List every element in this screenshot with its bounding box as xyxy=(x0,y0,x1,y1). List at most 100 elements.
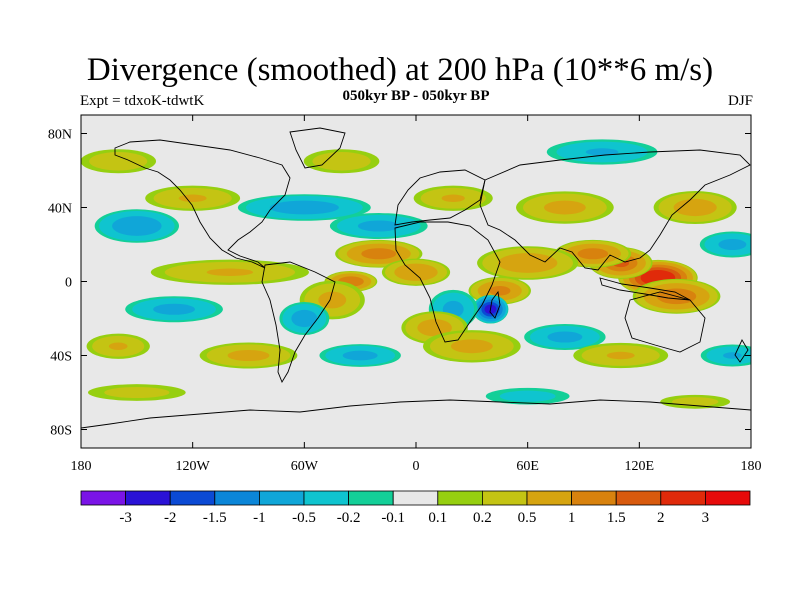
coastline-north-america xyxy=(114,139,291,269)
field-blob-9 xyxy=(422,330,521,363)
coastline-australia xyxy=(624,291,706,353)
contour-level-0.5 xyxy=(318,291,347,309)
colorbar-swatch xyxy=(660,490,706,506)
lon-tick-label: 120E xyxy=(625,459,655,474)
colorbar-label: -0.2 xyxy=(337,510,361,526)
coastline-antarctica xyxy=(81,399,751,429)
colorbar-swatch xyxy=(481,490,528,506)
colorbar-swatch xyxy=(214,490,260,506)
coastline-africa xyxy=(394,221,501,343)
contour-level-0.2 xyxy=(499,390,556,402)
field-blob-29 xyxy=(199,342,298,369)
coastline-asia xyxy=(479,149,751,271)
colorbar-swatch xyxy=(437,490,483,506)
colorbar-label: 0.5 xyxy=(518,510,537,526)
coastlines xyxy=(81,127,751,429)
lat-tick-label: 80S xyxy=(50,424,72,439)
field-blob-24 xyxy=(699,231,751,258)
field-blob-20 xyxy=(329,213,428,239)
experiment-label: Expt = tdxoK-tdwtK xyxy=(80,93,205,109)
lat-tick-label: 80N xyxy=(48,128,72,143)
divergence-field xyxy=(81,139,751,409)
lon-tick-label: 60E xyxy=(516,459,539,474)
colorbar: -3 -2 -1.5 -1 -0.5 -0.2 -0.1 0.1 0.2 0.5 1 1.5 2 3 xyxy=(80,490,751,526)
lon-tick-label: 0 xyxy=(413,459,420,474)
coastline-madagascar xyxy=(489,290,501,319)
contour-level-0.5 xyxy=(269,200,339,215)
field-blob-32 xyxy=(573,342,669,369)
coastline-south-america xyxy=(261,261,336,384)
contour-level-0.5 xyxy=(342,350,378,361)
lat-tick-label: 40S xyxy=(50,350,72,365)
colorbar-label: -3 xyxy=(119,510,132,526)
colorbar-label: 2 xyxy=(657,510,665,526)
contour-level-0.5 xyxy=(417,319,452,337)
field-blob-26 xyxy=(303,149,380,174)
map-axes: 180 120W 60W 0 60E 120E 180 80N 40N 0 40S 80S xyxy=(48,115,762,474)
colorbar-swatch xyxy=(80,490,126,506)
field-blob-14 xyxy=(279,301,330,336)
colorbar-swatch xyxy=(169,490,216,506)
field-blob-11 xyxy=(381,258,451,286)
contour-level-0.2 xyxy=(104,386,170,399)
field-blob-25 xyxy=(81,149,157,174)
contour-level-0.5 xyxy=(206,268,254,276)
colorbar-label: 3 xyxy=(702,510,710,526)
colorbar-swatch xyxy=(571,490,617,506)
coastline-greenland xyxy=(289,127,346,169)
colorbar-swatch xyxy=(348,490,394,506)
contour-level-0.2 xyxy=(312,152,371,171)
contour-level-0.5 xyxy=(441,194,465,202)
contour-level-0.5 xyxy=(498,253,558,273)
coastline-new-zealand xyxy=(734,339,749,363)
colorbar-label: -0.1 xyxy=(381,510,405,526)
lon-tick-label: 60W xyxy=(291,459,319,474)
colorbar-swatch xyxy=(258,490,305,506)
contour-level-0.5 xyxy=(394,263,438,281)
field-blob-19 xyxy=(237,194,371,221)
colorbar-label: -1.5 xyxy=(203,510,227,526)
contour-level-0.5 xyxy=(291,309,318,328)
contour-level-0.5 xyxy=(723,352,742,359)
field-blob-35 xyxy=(485,387,570,405)
contour-level-0.5 xyxy=(450,339,493,354)
plot-title: Divergence (smoothed) at 200 hPa (10**6 … xyxy=(86,52,714,88)
field-blob-15 xyxy=(150,259,309,285)
contour-level-0.2 xyxy=(89,152,148,171)
season-label: DJF xyxy=(727,93,753,109)
contour-level-0.5 xyxy=(543,200,586,215)
contour-level-0.5 xyxy=(227,349,270,362)
contour-level-0.5 xyxy=(112,216,162,236)
contour-level-0.5 xyxy=(357,220,400,232)
contour-level-1 xyxy=(361,248,397,260)
field-blob-28 xyxy=(86,333,150,359)
field-blob-33 xyxy=(700,344,751,367)
field-blob-16 xyxy=(125,296,223,323)
lat-tick-label: 0 xyxy=(65,276,72,291)
field-blob-36 xyxy=(660,394,731,409)
colorbar-label: -1 xyxy=(253,510,266,526)
colorbar-swatch xyxy=(615,490,662,506)
colorbar-swatch xyxy=(526,490,572,506)
colorbar-swatch xyxy=(303,490,349,506)
colorbar-label: 0.1 xyxy=(428,510,447,526)
contour-level-0.5 xyxy=(108,342,128,350)
contour-level-0.2 xyxy=(671,397,719,407)
coastline-indonesia xyxy=(599,277,691,301)
field-blob-34 xyxy=(87,384,186,401)
lon-tick-label: 180 xyxy=(71,459,92,474)
contour-level-0.5 xyxy=(718,238,747,251)
contour-level-0.5 xyxy=(178,194,207,202)
contour-level-0.5 xyxy=(673,198,717,217)
plot-subtitle: 050kyr BP - 050kyr BP xyxy=(342,88,490,104)
colorbar-label: -0.5 xyxy=(292,510,316,526)
colorbar-swatch xyxy=(705,490,751,506)
contour-level-1 xyxy=(577,248,609,260)
colorbar-label: -2 xyxy=(164,510,177,526)
field-blob-23 xyxy=(653,190,737,225)
contour-level-0.5 xyxy=(153,303,195,315)
field-blob-18 xyxy=(145,185,241,211)
colorbar-label: 1 xyxy=(568,510,576,526)
colorbar-label: 0.2 xyxy=(473,510,492,526)
